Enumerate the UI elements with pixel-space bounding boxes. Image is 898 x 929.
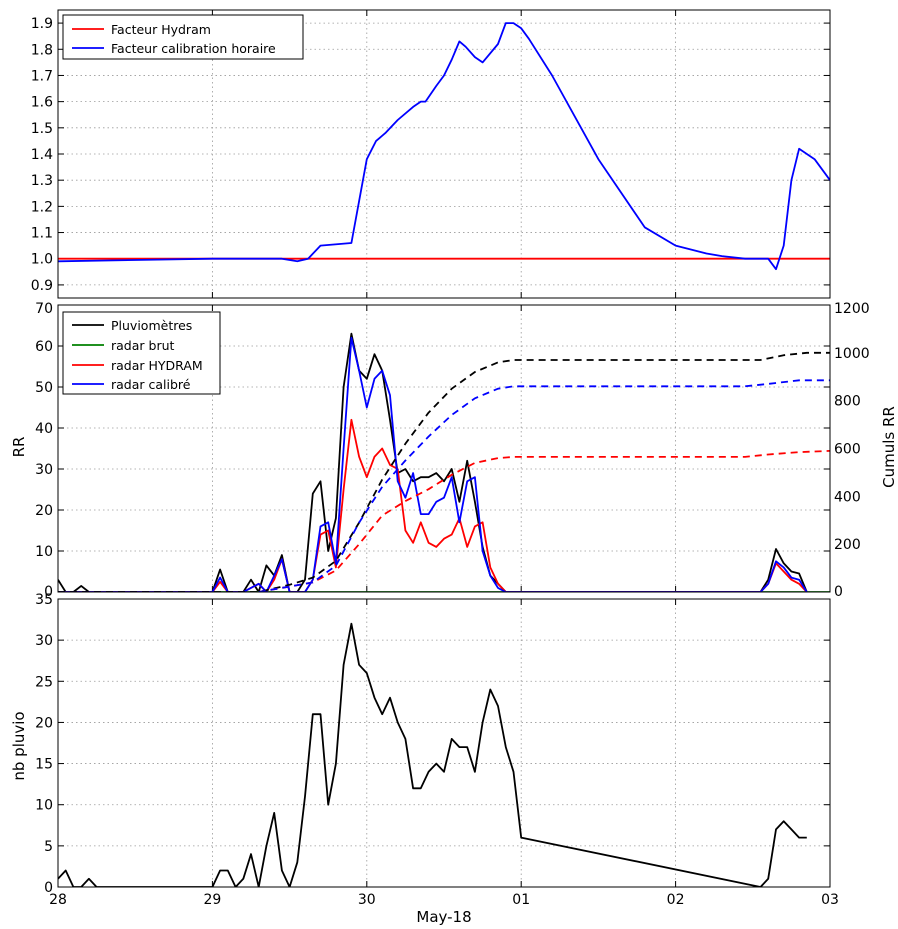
y-tick-label: 0.9 <box>31 278 53 294</box>
y-right-tick-label: 600 <box>834 442 861 458</box>
y-tick-label: 20 <box>35 503 53 519</box>
x-tick-label: 29 <box>203 892 221 908</box>
plot-frame <box>57 598 831 888</box>
y-tick-label: 1.5 <box>31 121 53 137</box>
series-line-cumul-pluviom-tres <box>58 351 830 592</box>
rr-axis-label: RR <box>10 437 28 458</box>
x-tick-label: 30 <box>358 892 376 908</box>
legend-label-radar-hydram: radar HYDRAM <box>111 358 203 373</box>
y-tick-label: 0 <box>44 880 53 896</box>
series-line-cumul-radar-calibr- <box>258 379 830 592</box>
y-right-tick-label: 200 <box>834 537 861 553</box>
y-tick-label: 1.8 <box>31 42 53 58</box>
plot-frame <box>57 304 831 593</box>
y-tick-label: 60 <box>35 339 53 355</box>
y-tick-label: 30 <box>35 462 53 478</box>
y-tick-label: 25 <box>35 674 53 690</box>
y-tick-label: 70 <box>35 301 53 317</box>
y-tick-label: 30 <box>35 633 53 649</box>
plot-frame <box>57 9 831 299</box>
y-tick-label: 40 <box>35 421 53 437</box>
y-tick-label: 1.4 <box>31 147 53 163</box>
legend-label-pluviometres: Pluviomètres <box>111 318 192 333</box>
x-tick-label: 02 <box>667 892 685 908</box>
series-line-nb-pluvio <box>58 622 807 887</box>
y-tick-label: 0 <box>44 584 53 600</box>
y-right-tick-label: 1200 <box>834 301 870 317</box>
x-axis-label: May-18 <box>416 908 471 926</box>
panel-calibration-factor: 0.9 1.0 1.1 1.2 1.3 1.4 1.5 1.6 1.7 1.8 1.9 <box>31 9 831 299</box>
x-tick-label: 28 <box>49 892 67 908</box>
y-right-tick-label: 1000 <box>834 346 870 362</box>
series-line-radar-calibr- <box>58 336 808 592</box>
cumuls-axis-label: Cumuls RR <box>880 406 898 488</box>
y-tick-label: 35 <box>35 592 53 608</box>
panel-gauge-count: 0 5 10 15 20 25 30 35 28 29 30 01 02 03 <box>35 592 839 908</box>
legend-label-radar-calibre: radar calibré <box>111 377 191 392</box>
y-tick-label: 10 <box>35 544 53 560</box>
nb-pluvio-axis-label: nb pluvio <box>10 711 28 780</box>
y-tick-label: 10 <box>35 798 53 814</box>
x-tick-label: 03 <box>821 892 839 908</box>
y-tick-label: 1.6 <box>31 95 53 111</box>
y-tick-label: 1.1 <box>31 226 53 242</box>
y-tick-label: 1.2 <box>31 199 53 215</box>
panel-rainfall: 0 10 20 30 40 50 60 70 0 200 400 600 800 1000 1200 <box>35 301 869 600</box>
series-line-radar-hydram <box>58 418 808 592</box>
legend-label-hydram: Facteur Hydram <box>111 22 211 37</box>
legend-middle: Pluviomètres radar brut radar HYDRAM rad… <box>62 311 221 395</box>
y-tick-label: 20 <box>35 715 53 731</box>
y-right-tick-label: 0 <box>834 584 843 600</box>
y-tick-label: 1.7 <box>31 68 53 84</box>
series-line-cumul-radar-hydram <box>258 450 830 592</box>
y-tick-label: 15 <box>35 757 53 773</box>
y-tick-label: 1.0 <box>31 252 53 268</box>
x-tick-label: 01 <box>512 892 530 908</box>
y-tick-label: 5 <box>44 839 53 855</box>
legend-label-radar-brut: radar brut <box>111 338 175 353</box>
legend-top: Facteur Hydram Facteur calibration horai… <box>62 14 304 60</box>
y-tick-label: 50 <box>35 380 53 396</box>
y-tick-label: 1.3 <box>31 173 53 189</box>
series-line-facteur-calibration-horaire <box>58 22 830 271</box>
y-right-tick-label: 800 <box>834 394 861 410</box>
y-right-tick-label: 400 <box>834 489 861 505</box>
y-tick-label: 1.9 <box>31 16 53 32</box>
legend-label-calibration: Facteur calibration horaire <box>111 41 276 56</box>
